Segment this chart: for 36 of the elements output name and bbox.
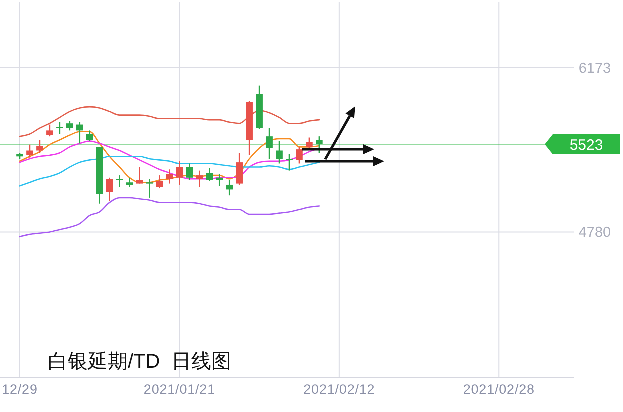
candlestick xyxy=(206,168,214,182)
candlestick xyxy=(166,168,174,184)
candlestick xyxy=(276,140,283,164)
x-tick-label: 2021/02/12 xyxy=(304,382,376,397)
candlestick xyxy=(36,139,44,154)
ref-line-label: 5523 xyxy=(570,136,604,154)
candlestick xyxy=(196,170,204,188)
x-tick-label: 2021/01/21 xyxy=(144,382,216,397)
candlestick xyxy=(56,122,64,135)
candlestick xyxy=(186,163,194,181)
candlestick xyxy=(76,122,84,144)
candlestick xyxy=(216,174,224,187)
line-series xyxy=(19,197,320,238)
candlestick xyxy=(126,177,134,188)
candlestick xyxy=(236,152,243,186)
candlestick xyxy=(316,136,323,154)
candlestick xyxy=(146,178,154,199)
candlestick xyxy=(66,120,74,132)
candlestick xyxy=(86,130,94,142)
candlestick xyxy=(226,180,234,196)
candlestick xyxy=(116,174,124,188)
candlestick xyxy=(266,128,273,160)
x-tick-label: 2021/02/28 xyxy=(463,382,535,397)
candlestick xyxy=(46,124,54,138)
candlestick xyxy=(176,160,184,186)
line-series xyxy=(19,106,320,138)
text: 白银延期/TD 日线图 xyxy=(48,351,232,373)
candlestick xyxy=(26,144,34,158)
y-tick-label: 4780 xyxy=(578,225,612,242)
candlestick xyxy=(106,177,114,202)
candlestick xyxy=(296,146,303,164)
y-tick-label: 6173 xyxy=(578,60,612,77)
candlestick xyxy=(156,174,164,190)
line-series xyxy=(19,156,320,187)
x-tick-label: 12/29 xyxy=(2,382,38,397)
candlestick xyxy=(136,166,144,184)
